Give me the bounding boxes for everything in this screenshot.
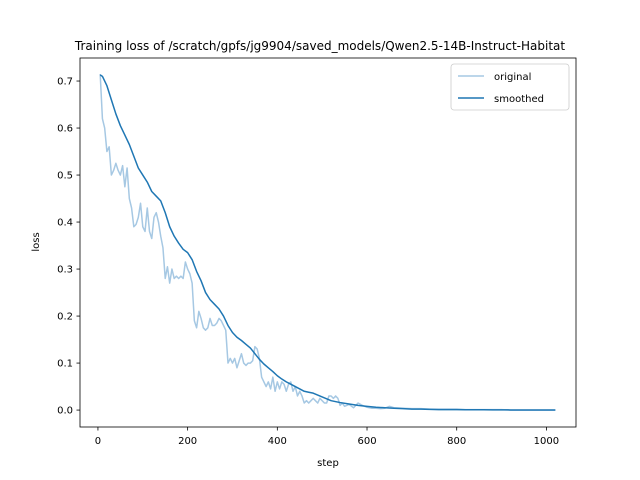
legend-label-smoothed: smoothed	[494, 94, 544, 105]
x-tick-label: 0	[95, 436, 101, 447]
x-tick-label: 200	[178, 436, 197, 447]
chart-title: Training loss of /scratch/gpfs/jg9904/sa…	[74, 39, 565, 53]
y-axis-label: loss	[31, 232, 42, 251]
series-line-smoothed	[99, 74, 556, 411]
x-tick-label: 600	[357, 436, 376, 447]
x-tick-label: 800	[447, 436, 466, 447]
x-axis: 0 200 400 600 800 1000	[95, 427, 559, 447]
y-tick-label: 0.6	[57, 124, 73, 135]
plot-frame	[79, 57, 577, 428]
y-tick-label: 0.0	[57, 406, 73, 417]
y-axis: 0.0 0.1 0.2 0.3 0.4 0.5 0.6 0.7	[57, 77, 80, 417]
y-tick-label: 0.5	[57, 171, 73, 182]
series-line-original	[99, 73, 556, 411]
y-tick-label: 0.3	[57, 265, 73, 276]
y-tick-label: 0.4	[57, 218, 73, 229]
y-tick-label: 0.1	[57, 359, 73, 370]
series-layer	[99, 73, 556, 411]
x-tick-label: 1000	[534, 436, 559, 447]
legend: original smoothed	[450, 63, 570, 111]
x-axis-label: step	[317, 458, 339, 469]
y-tick-label: 0.2	[57, 312, 73, 323]
x-tick-label: 400	[268, 436, 287, 447]
y-tick-label: 0.7	[57, 77, 73, 88]
legend-label-original: original	[494, 72, 531, 83]
